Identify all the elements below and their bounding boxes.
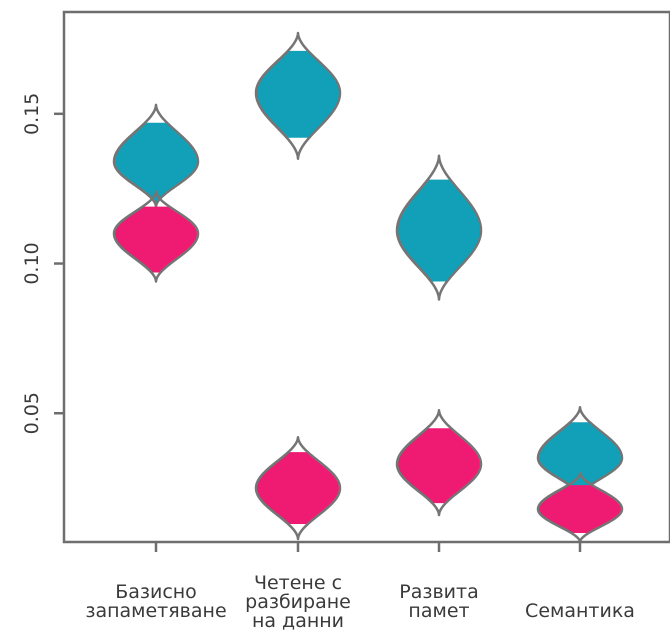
violin-fill (397, 179, 481, 282)
violin-fill (397, 428, 481, 504)
y-tick-label: 0.15 (21, 93, 43, 135)
violin-s0-c2 (395, 154, 483, 301)
violin-s1-c0 (112, 190, 200, 283)
x-category-label: запаметяване (85, 600, 226, 622)
y-axis: 0.05 0.10 0.15 (21, 93, 64, 434)
x-category-label: памет (408, 600, 469, 622)
violin-s0-c3 (536, 406, 624, 499)
violin-outline (395, 409, 483, 517)
x-category-label: Четене с (254, 572, 342, 594)
x-category-label: Развита (399, 581, 478, 603)
violin-outline (254, 435, 342, 541)
x-category-label: разбиране (245, 591, 351, 613)
y-tick-label: 0.10 (21, 242, 43, 284)
violin-s0-c1 (254, 31, 342, 160)
violin-s1-c2 (395, 409, 483, 517)
violin-fill (256, 50, 340, 138)
x-category-label: Базисно (115, 581, 197, 603)
x-category-label: Семантика (525, 600, 635, 622)
violins-layer (112, 31, 624, 544)
violin-fill (114, 122, 198, 204)
violin-outline (254, 31, 342, 160)
plot-frame (62, 10, 670, 544)
violin-fill (256, 452, 340, 525)
x-category-label: на данни (252, 610, 344, 632)
y-tick-label: 0.05 (21, 392, 43, 434)
violin-fill (538, 485, 622, 534)
violin-outline (395, 154, 483, 301)
violin-s1-c1 (254, 435, 342, 541)
violin-fill (114, 206, 198, 273)
violin-fill (538, 422, 622, 489)
violin-outline (112, 190, 200, 283)
